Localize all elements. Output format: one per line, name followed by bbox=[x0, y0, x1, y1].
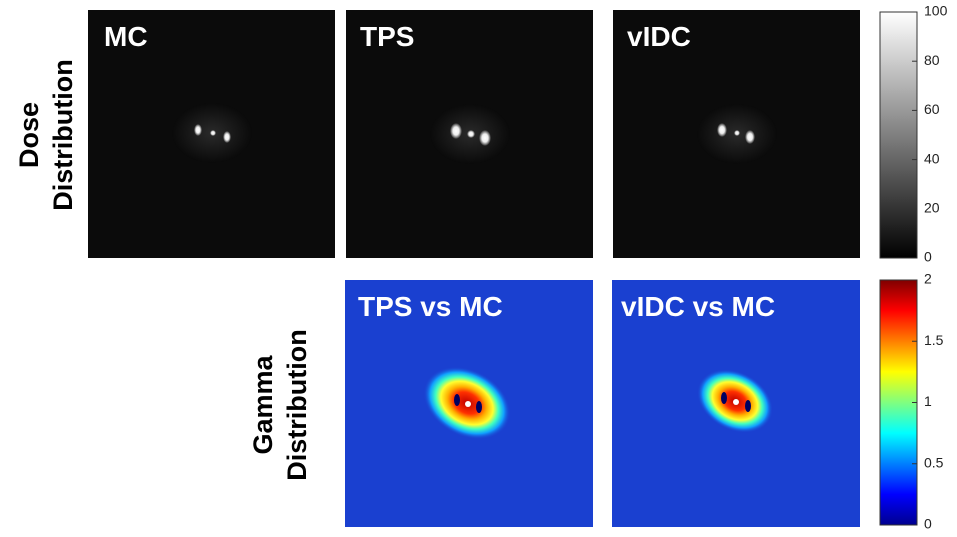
tick-label: 100 bbox=[924, 3, 948, 19]
dose-panel: TPS bbox=[346, 10, 593, 258]
colorbar bbox=[879, 279, 918, 526]
panel-label: TPS vs MC bbox=[358, 291, 503, 322]
colorbar bbox=[879, 11, 918, 259]
row-label: Gamma bbox=[248, 354, 278, 454]
row-label: Dose bbox=[14, 102, 44, 168]
tick-label: 0 bbox=[924, 249, 932, 265]
tick-label: 0.5 bbox=[924, 454, 944, 470]
panel-label: TPS bbox=[360, 21, 414, 52]
tick-label: 1 bbox=[924, 393, 932, 409]
dose-panel: MC bbox=[88, 10, 335, 258]
tick-label: 1.5 bbox=[924, 332, 944, 348]
tick-label: 2 bbox=[924, 271, 932, 287]
panel-label: vIDC bbox=[627, 21, 691, 52]
row-label: Distribution bbox=[48, 59, 78, 210]
gamma-panel: TPS vs MC bbox=[345, 280, 593, 527]
tick-label: 40 bbox=[924, 150, 940, 166]
tick-label: 80 bbox=[924, 52, 940, 68]
gamma-panel: vIDC vs MC bbox=[612, 280, 860, 527]
tick-label: 0 bbox=[924, 516, 932, 532]
panel-label: MC bbox=[104, 21, 148, 52]
panel-label: vIDC vs MC bbox=[621, 291, 775, 322]
tick-label: 60 bbox=[924, 101, 940, 117]
dose-panel: vIDC bbox=[613, 10, 860, 258]
tick-label: 20 bbox=[924, 200, 940, 216]
row-label: Distribution bbox=[282, 329, 312, 480]
